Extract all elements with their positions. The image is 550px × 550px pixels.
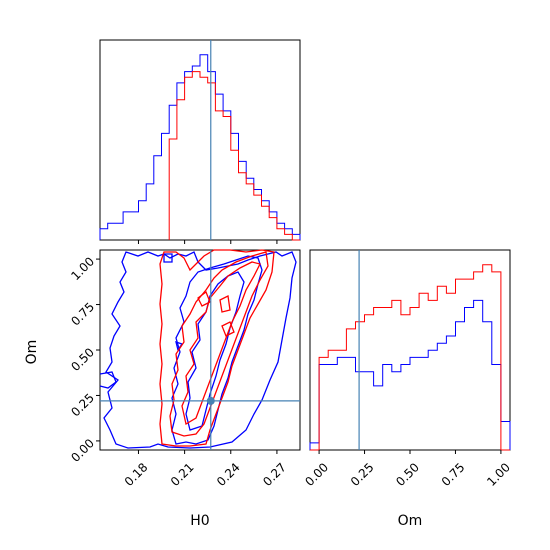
- red-contour-island-3: [221, 321, 235, 337]
- om-histogram-ticks: 0.00 0.25 0.50 0.75 1.00: [302, 450, 513, 489]
- y-axis-label-om: Om: [24, 340, 40, 365]
- blue-contour-middle: [171, 255, 263, 445]
- red-contour-middle: [169, 251, 269, 437]
- blue-contour-outer: [103, 251, 297, 449]
- om-tick-label-0: 0.00: [68, 436, 97, 465]
- om-hist-series-0: [309, 299, 511, 450]
- h0-tick-label-0: 0.18: [122, 460, 151, 489]
- red-contour-island-1: [197, 290, 211, 307]
- om-hist-tick-label-3: 0.75: [439, 460, 468, 489]
- om-hist-tick-label-1: 0.25: [348, 460, 377, 489]
- h0-histogram-ticks: [137, 240, 278, 244]
- blue-contour-inner: [185, 271, 245, 431]
- h0-hist-series-0: [99, 54, 301, 240]
- h0-histogram-frame: [99, 39, 301, 241]
- blue-contour-fragment-1: [99, 371, 117, 389]
- blue-contour-fragment-2: [163, 253, 173, 263]
- om-hist-tick-label-0: 0.00: [302, 460, 331, 489]
- red-contour-island-2: [219, 295, 231, 313]
- x-axis-label-om: Om: [398, 513, 423, 529]
- h0-histogram-panel: [99, 39, 301, 244]
- om-tick-label-2: 0.50: [68, 345, 97, 374]
- om-tick-label-4: 1.00: [68, 254, 97, 283]
- h0-tick-label-3: 0.27: [260, 460, 289, 489]
- om-hist-tick-label-2: 0.50: [393, 460, 422, 489]
- om-hist-series-1: [310, 264, 510, 451]
- contour-lines: [99, 249, 297, 449]
- om-histogram-panel: 0.00 0.25 0.50 0.75 1.00 Om: [302, 249, 513, 529]
- h0-om-contour-panel: 0.18 0.21 0.24 0.270.000.250.500.751.00 H0 …: [24, 249, 301, 529]
- x-axis-label-h0: H0: [190, 513, 209, 529]
- om-histogram-steps: [309, 264, 511, 451]
- om-hist-tick-label-4: 1.00: [484, 460, 513, 489]
- h0-histogram-steps: [99, 54, 301, 241]
- truth-point: [206, 396, 215, 405]
- red-contour-inner: [181, 261, 261, 426]
- om-tick-label-1: 0.25: [68, 391, 97, 420]
- h0-tick-label-2: 0.24: [214, 460, 243, 489]
- om-tick-label-3: 0.75: [68, 300, 97, 329]
- h0-hist-series-1: [168, 71, 300, 241]
- h0-tick-label-1: 0.21: [168, 460, 197, 489]
